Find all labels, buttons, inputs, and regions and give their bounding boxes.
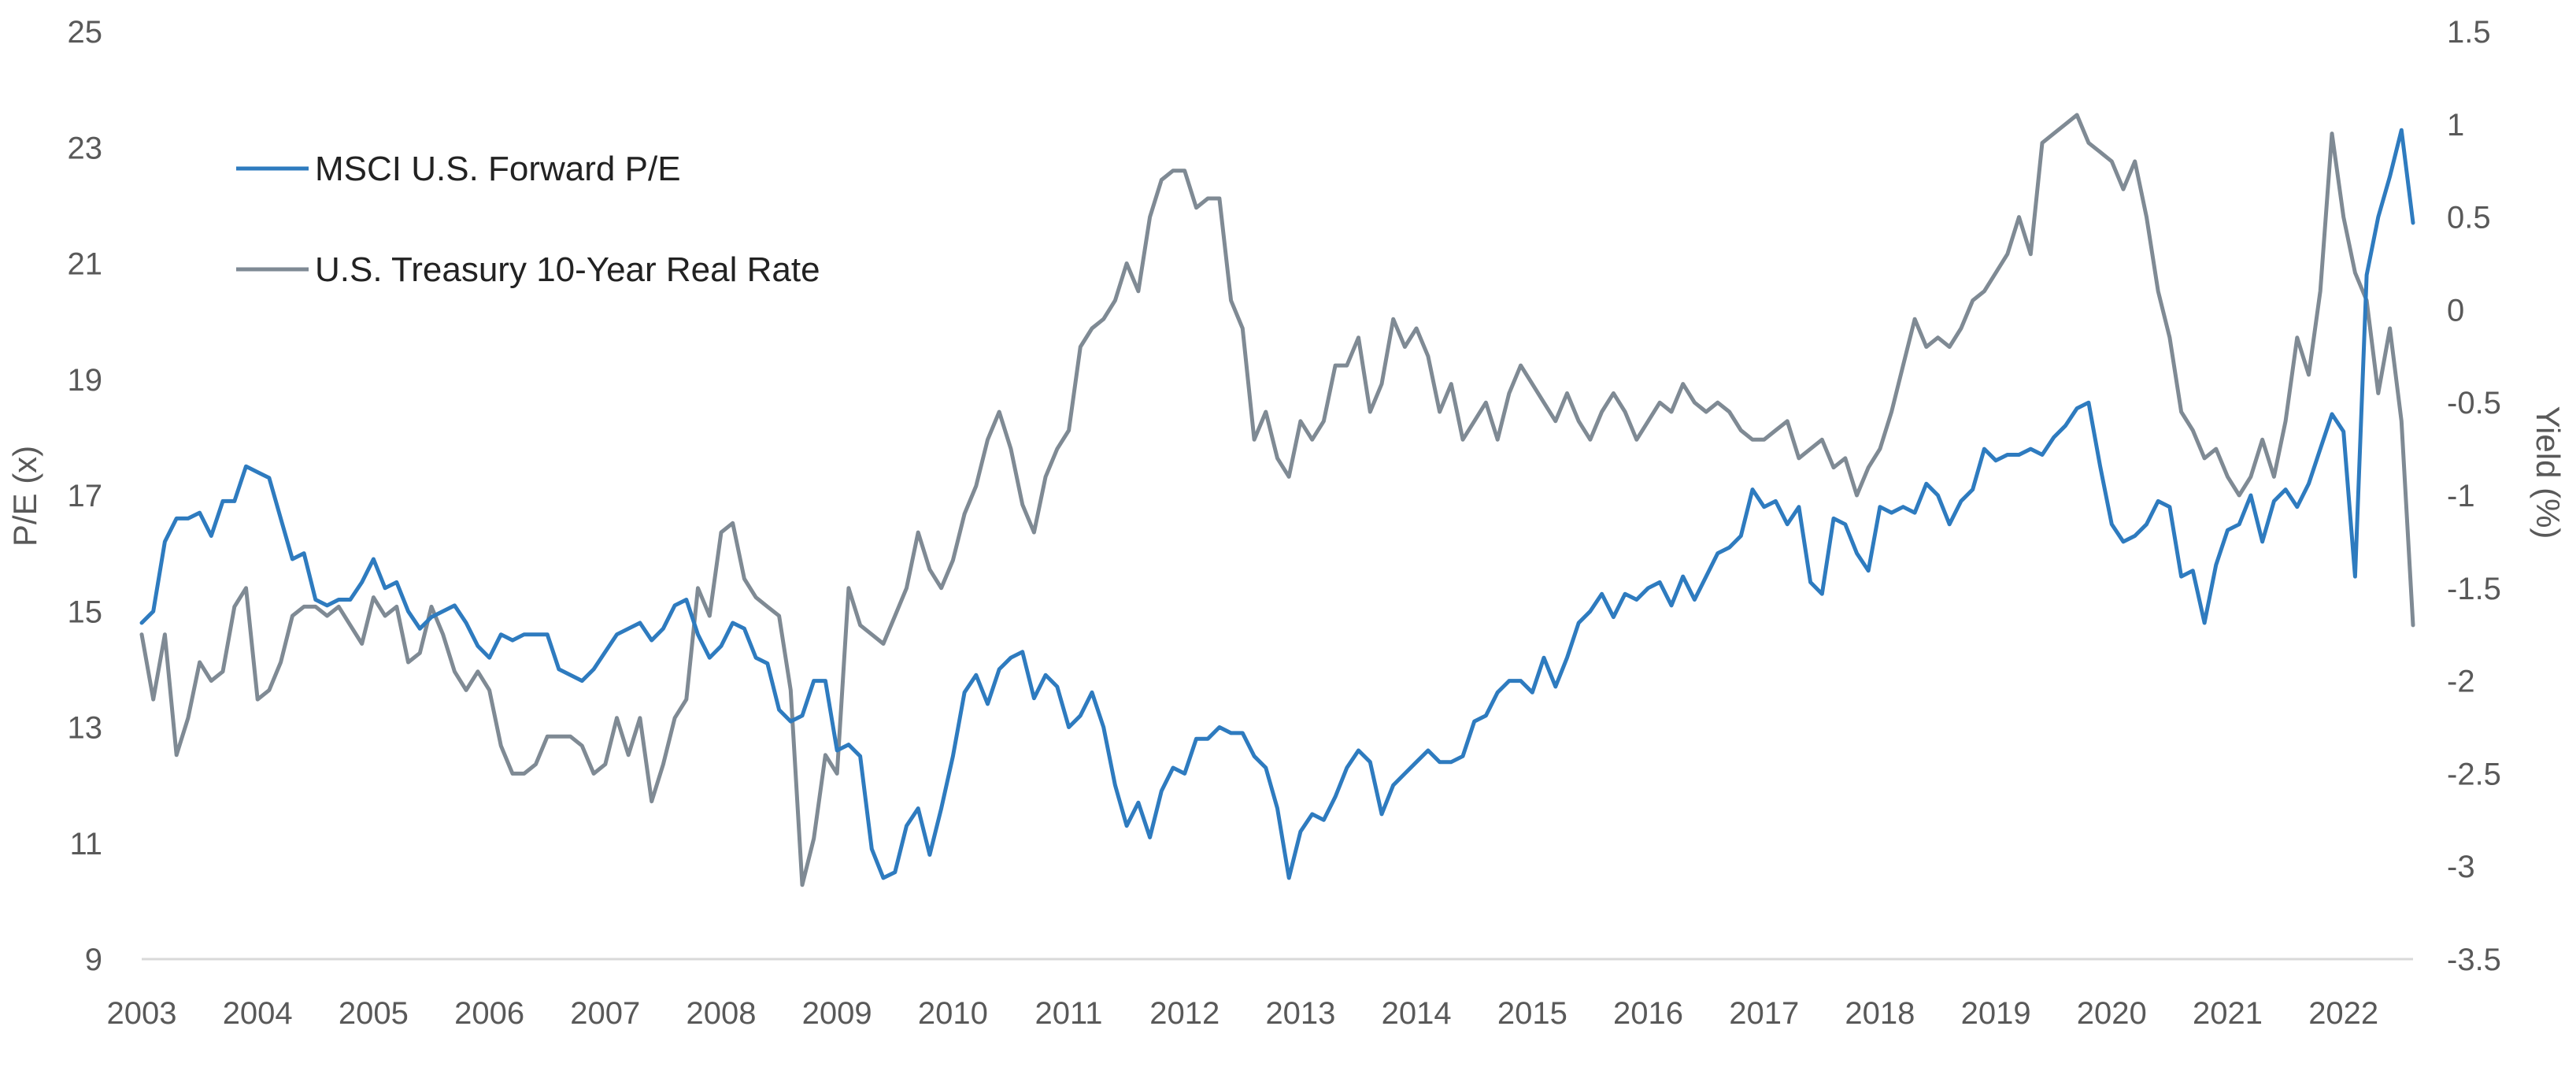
series-line-pe bbox=[139, 128, 2415, 880]
x-tick-label: 2020 bbox=[2077, 996, 2147, 1031]
y-tick-label-right: -1.5 bbox=[2447, 572, 2501, 606]
legend-label-real-rate: U.S. Treasury 10-Year Real Rate bbox=[315, 250, 820, 289]
y-tick-label-left: 13 bbox=[68, 711, 103, 746]
x-tick-label: 2005 bbox=[339, 996, 409, 1031]
x-tick-labels: 2003 2004 2005 2006 2007 2008 2009 2010 2011 2012… bbox=[107, 996, 2379, 1031]
x-tick-label: 2003 bbox=[107, 996, 177, 1031]
y-tick-label-left: 19 bbox=[68, 363, 103, 398]
y-tick-labels-right: -3.5 -3 -2.5 -2 -1.5 -1 -0.5 0 0.5 1 1.5 bbox=[2447, 15, 2501, 977]
y-axis-title-right: Yield (%) bbox=[2530, 406, 2567, 539]
y-tick-label-left: 11 bbox=[69, 827, 102, 861]
y-tick-label-right: -0.5 bbox=[2447, 386, 2501, 421]
x-tick-label: 2019 bbox=[1961, 996, 2031, 1031]
x-tick-label: 2016 bbox=[1613, 996, 1683, 1031]
x-tick-label: 2006 bbox=[454, 996, 524, 1031]
x-tick-label: 2011 bbox=[1035, 996, 1103, 1031]
y-tick-label-right: -1 bbox=[2447, 479, 2475, 513]
y-tick-label-right: 0.5 bbox=[2447, 201, 2491, 235]
x-tick-label: 2021 bbox=[2193, 996, 2263, 1031]
y-tick-label-right: -2.5 bbox=[2447, 757, 2501, 791]
y-tick-label-right: 1 bbox=[2447, 108, 2464, 143]
series-line-real-rate bbox=[139, 113, 2415, 887]
y-axis-title-left: P/E (x) bbox=[6, 446, 43, 546]
x-tick-label: 2010 bbox=[918, 996, 988, 1031]
legend-label-pe: MSCI U.S. Forward P/E bbox=[315, 150, 681, 188]
legend: MSCI U.S. Forward P/E U.S. Treasury 10-Y… bbox=[236, 150, 820, 289]
series-lines bbox=[139, 113, 2415, 887]
x-tick-label: 2017 bbox=[1729, 996, 1799, 1031]
y-tick-labels-left: 9 11 13 15 17 19 21 23 25 bbox=[68, 15, 103, 977]
y-tick-label-left: 25 bbox=[68, 15, 103, 50]
x-tick-label: 2015 bbox=[1497, 996, 1567, 1031]
x-tick-label: 2007 bbox=[570, 996, 640, 1031]
x-tick-label: 2009 bbox=[802, 996, 872, 1031]
y-tick-label-right: 1.5 bbox=[2447, 15, 2491, 50]
y-tick-label-left: 9 bbox=[85, 943, 102, 977]
x-tick-label: 2008 bbox=[686, 996, 756, 1031]
y-tick-label-right: 0 bbox=[2447, 293, 2464, 328]
y-tick-label-left: 15 bbox=[68, 595, 103, 629]
y-tick-label-left: 17 bbox=[68, 479, 103, 513]
x-tick-label: 2012 bbox=[1149, 996, 1220, 1031]
x-tick-label: 2022 bbox=[2308, 996, 2378, 1031]
x-tick-label: 2004 bbox=[223, 996, 293, 1031]
x-tick-label: 2014 bbox=[1382, 996, 1452, 1031]
y-tick-label-left: 23 bbox=[68, 131, 103, 165]
y-tick-label-left: 21 bbox=[68, 247, 103, 282]
x-tick-label: 2018 bbox=[1845, 996, 1915, 1031]
y-tick-label-right: -3 bbox=[2447, 850, 2475, 884]
y-tick-label-right: -3.5 bbox=[2447, 943, 2501, 977]
x-tick-label: 2013 bbox=[1265, 996, 1335, 1031]
y-tick-label-right: -2 bbox=[2447, 665, 2475, 699]
